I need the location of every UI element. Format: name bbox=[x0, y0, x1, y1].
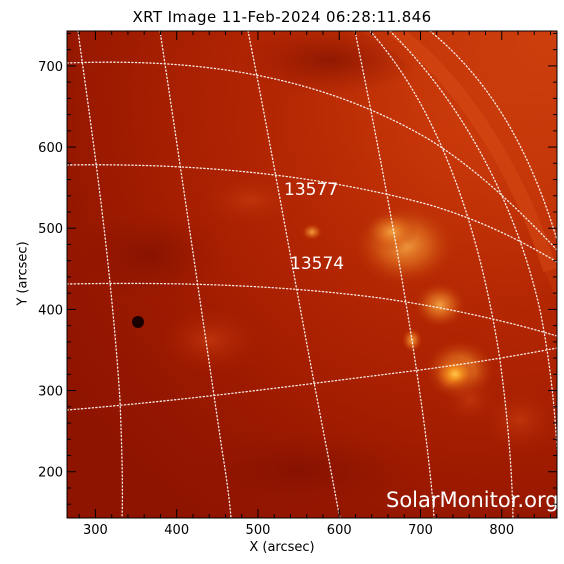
x-tick-label: 700 bbox=[408, 523, 433, 538]
y-axis: 200 300 400 500 600 700 bbox=[38, 32, 557, 505]
y-axis-label: Y (arcsec) bbox=[15, 241, 31, 306]
x-tick-label: 400 bbox=[164, 523, 189, 538]
x-axis-label: X (arcsec) bbox=[249, 540, 315, 555]
dark-spot bbox=[132, 316, 144, 328]
y-tick-label: 700 bbox=[38, 60, 63, 75]
y-tick-label: 400 bbox=[38, 303, 63, 318]
x-tick-label: 500 bbox=[246, 523, 271, 538]
active-region-label-13574: 13574 bbox=[290, 254, 344, 274]
y-tick-label: 300 bbox=[38, 385, 63, 400]
watermark: SolarMonitor.org bbox=[386, 488, 559, 512]
x-tick-label: 600 bbox=[327, 523, 352, 538]
y-tick-label: 500 bbox=[38, 222, 63, 237]
x-tick-label: 300 bbox=[83, 523, 108, 538]
y-tick-label: 600 bbox=[38, 141, 63, 156]
plot-frame bbox=[66, 30, 558, 519]
solar-xray-image: 13577 13574 SolarMonitor.org bbox=[67, 31, 559, 518]
x-axis: 300 400 500 600 700 800 bbox=[78, 31, 551, 538]
heliographic-grid bbox=[67, 31, 557, 518]
y-tick-label: 200 bbox=[38, 466, 63, 481]
image-title: XRT Image 11-Feb-2024 06:28:11.846 bbox=[132, 8, 432, 26]
x-tick-label: 800 bbox=[489, 523, 514, 538]
active-region-label-13577: 13577 bbox=[284, 180, 338, 200]
